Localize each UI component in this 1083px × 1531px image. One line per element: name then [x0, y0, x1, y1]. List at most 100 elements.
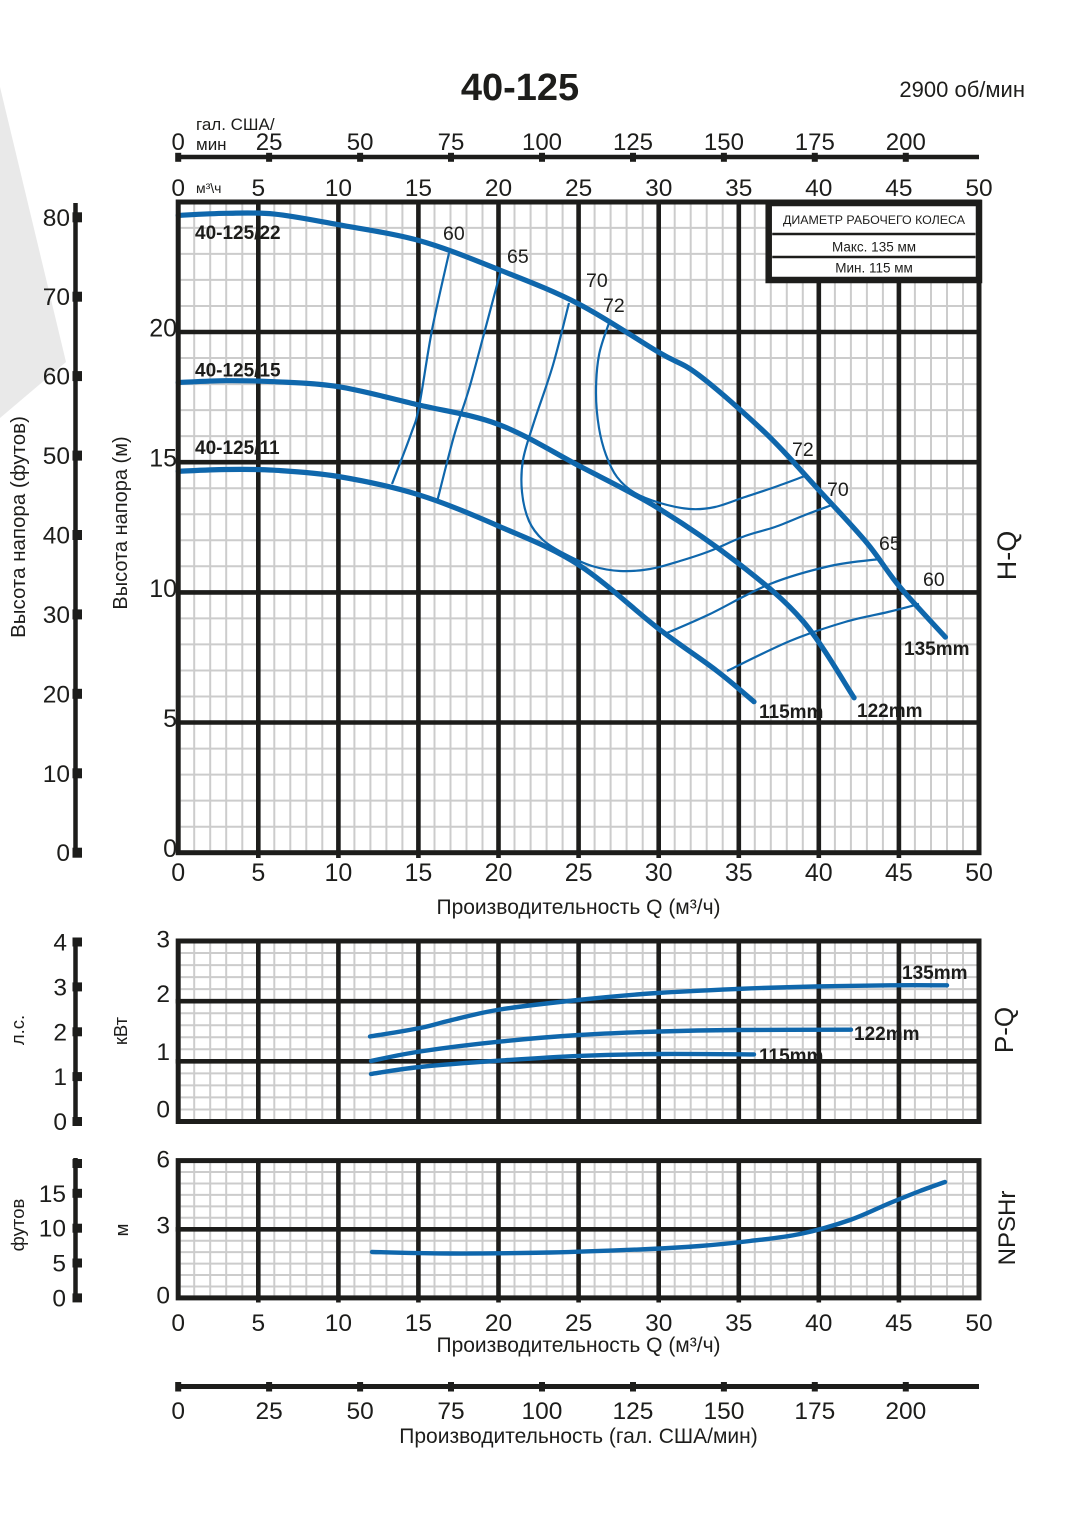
svg-text:25: 25: [565, 175, 592, 202]
svg-text:кВт: кВт: [110, 1016, 131, 1045]
svg-text:135mm: 135mm: [902, 963, 968, 984]
svg-text:NPSHr: NPSHr: [994, 1191, 1021, 1266]
svg-text:50: 50: [965, 1310, 992, 1337]
svg-text:65: 65: [879, 533, 901, 555]
svg-text:15: 15: [404, 859, 432, 887]
svg-text:35: 35: [725, 859, 753, 887]
svg-text:45: 45: [885, 859, 913, 887]
svg-text:60: 60: [43, 364, 70, 391]
svg-text:0: 0: [171, 1310, 185, 1337]
svg-text:50: 50: [43, 443, 70, 470]
svg-text:40: 40: [805, 175, 832, 202]
svg-text:10: 10: [325, 1310, 352, 1337]
svg-text:50: 50: [965, 859, 993, 887]
svg-text:0: 0: [171, 1398, 185, 1425]
svg-text:60: 60: [443, 223, 465, 245]
svg-text:40: 40: [805, 859, 833, 887]
svg-text:3: 3: [156, 1213, 170, 1240]
svg-text:125: 125: [613, 1398, 654, 1425]
svg-text:0: 0: [52, 1285, 66, 1312]
svg-text:5: 5: [251, 1310, 265, 1337]
svg-text:25: 25: [256, 129, 283, 156]
svg-text:6: 6: [156, 1147, 170, 1174]
svg-text:Мин. 115 мм: Мин. 115 мм: [835, 261, 913, 276]
svg-text:P-Q: P-Q: [989, 1007, 1019, 1053]
svg-text:0: 0: [172, 129, 185, 156]
svg-text:75: 75: [438, 129, 465, 156]
svg-text:135mm: 135mm: [904, 639, 970, 660]
svg-text:20: 20: [485, 1310, 512, 1337]
svg-text:45: 45: [885, 1310, 912, 1337]
svg-text:60: 60: [923, 569, 945, 591]
svg-text:10: 10: [43, 761, 70, 788]
svg-text:3: 3: [156, 927, 170, 954]
svg-text:70: 70: [827, 479, 849, 501]
svg-text:4: 4: [53, 930, 67, 957]
svg-text:ДИАМЕТР РАБОЧЕГО КОЛЕСА: ДИАМЕТР РАБОЧЕГО КОЛЕСА: [783, 213, 966, 227]
svg-text:30: 30: [645, 1310, 672, 1337]
svg-text:5: 5: [251, 859, 265, 887]
svg-text:20: 20: [485, 175, 512, 202]
svg-text:15: 15: [405, 175, 432, 202]
svg-text:40-125: 40-125: [461, 67, 579, 109]
svg-text:122mm: 122mm: [854, 1024, 920, 1045]
svg-text:40-125/11: 40-125/11: [195, 438, 280, 459]
svg-text:50: 50: [346, 1398, 373, 1425]
svg-text:40-125/22: 40-125/22: [195, 223, 281, 244]
svg-text:20: 20: [485, 859, 513, 887]
svg-text:115mm: 115mm: [759, 702, 823, 723]
svg-text:Производительность Q (м³/ч): Производительность Q (м³/ч): [436, 896, 720, 919]
svg-text:25: 25: [565, 1310, 592, 1337]
svg-text:л.с.: л.с.: [7, 1015, 28, 1045]
svg-text:15: 15: [39, 1181, 66, 1208]
svg-text:40-125/15: 40-125/15: [195, 361, 281, 382]
svg-text:75: 75: [437, 1398, 464, 1425]
svg-text:мин: мин: [196, 135, 227, 154]
svg-text:Производительность (гал. США/м: Производительность (гал. США/мин): [399, 1425, 757, 1448]
svg-text:5: 5: [163, 705, 177, 733]
svg-text:10: 10: [39, 1216, 66, 1243]
svg-text:72: 72: [792, 439, 814, 461]
svg-text:175: 175: [795, 129, 835, 156]
svg-text:35: 35: [725, 175, 752, 202]
svg-text:5: 5: [251, 175, 265, 202]
svg-text:150: 150: [703, 1398, 744, 1425]
svg-text:175: 175: [794, 1398, 835, 1425]
svg-text:25: 25: [255, 1398, 282, 1425]
svg-text:10: 10: [149, 575, 177, 603]
svg-text:100: 100: [522, 1398, 563, 1425]
svg-text:20: 20: [149, 315, 177, 343]
svg-text:30: 30: [43, 602, 70, 629]
svg-text:80: 80: [43, 205, 70, 232]
svg-text:3: 3: [53, 974, 67, 1001]
svg-text:5: 5: [52, 1251, 66, 1278]
svg-text:125: 125: [613, 129, 653, 156]
svg-text:м³\ч: м³\ч: [196, 180, 221, 196]
svg-text:50: 50: [965, 175, 992, 202]
svg-text:Высота напора (футов): Высота напора (футов): [7, 416, 30, 638]
svg-text:20: 20: [43, 681, 70, 708]
svg-text:10: 10: [325, 175, 352, 202]
svg-text:200: 200: [885, 1398, 926, 1425]
svg-text:70: 70: [586, 270, 608, 292]
svg-text:25: 25: [565, 859, 593, 887]
svg-text:100: 100: [522, 129, 562, 156]
svg-text:15: 15: [405, 1310, 432, 1337]
svg-text:Высота напора (м): Высота напора (м): [110, 436, 132, 609]
svg-text:1: 1: [53, 1064, 67, 1091]
svg-text:0: 0: [163, 835, 177, 863]
svg-text:45: 45: [885, 175, 912, 202]
svg-text:0: 0: [171, 175, 185, 202]
svg-text:футов: футов: [7, 1199, 28, 1252]
svg-text:40: 40: [805, 1310, 832, 1337]
svg-text:40: 40: [43, 523, 70, 550]
svg-text:30: 30: [645, 859, 673, 887]
svg-text:Производительность Q (м³/ч): Производительность Q (м³/ч): [436, 1334, 720, 1357]
svg-text:2: 2: [156, 981, 170, 1008]
svg-text:2900 об/мин: 2900 об/мин: [899, 77, 1025, 102]
svg-text:0: 0: [156, 1097, 170, 1124]
svg-text:122mm: 122mm: [857, 701, 923, 722]
svg-text:65: 65: [507, 246, 529, 268]
svg-text:10: 10: [324, 859, 352, 887]
svg-text:0: 0: [156, 1283, 170, 1310]
